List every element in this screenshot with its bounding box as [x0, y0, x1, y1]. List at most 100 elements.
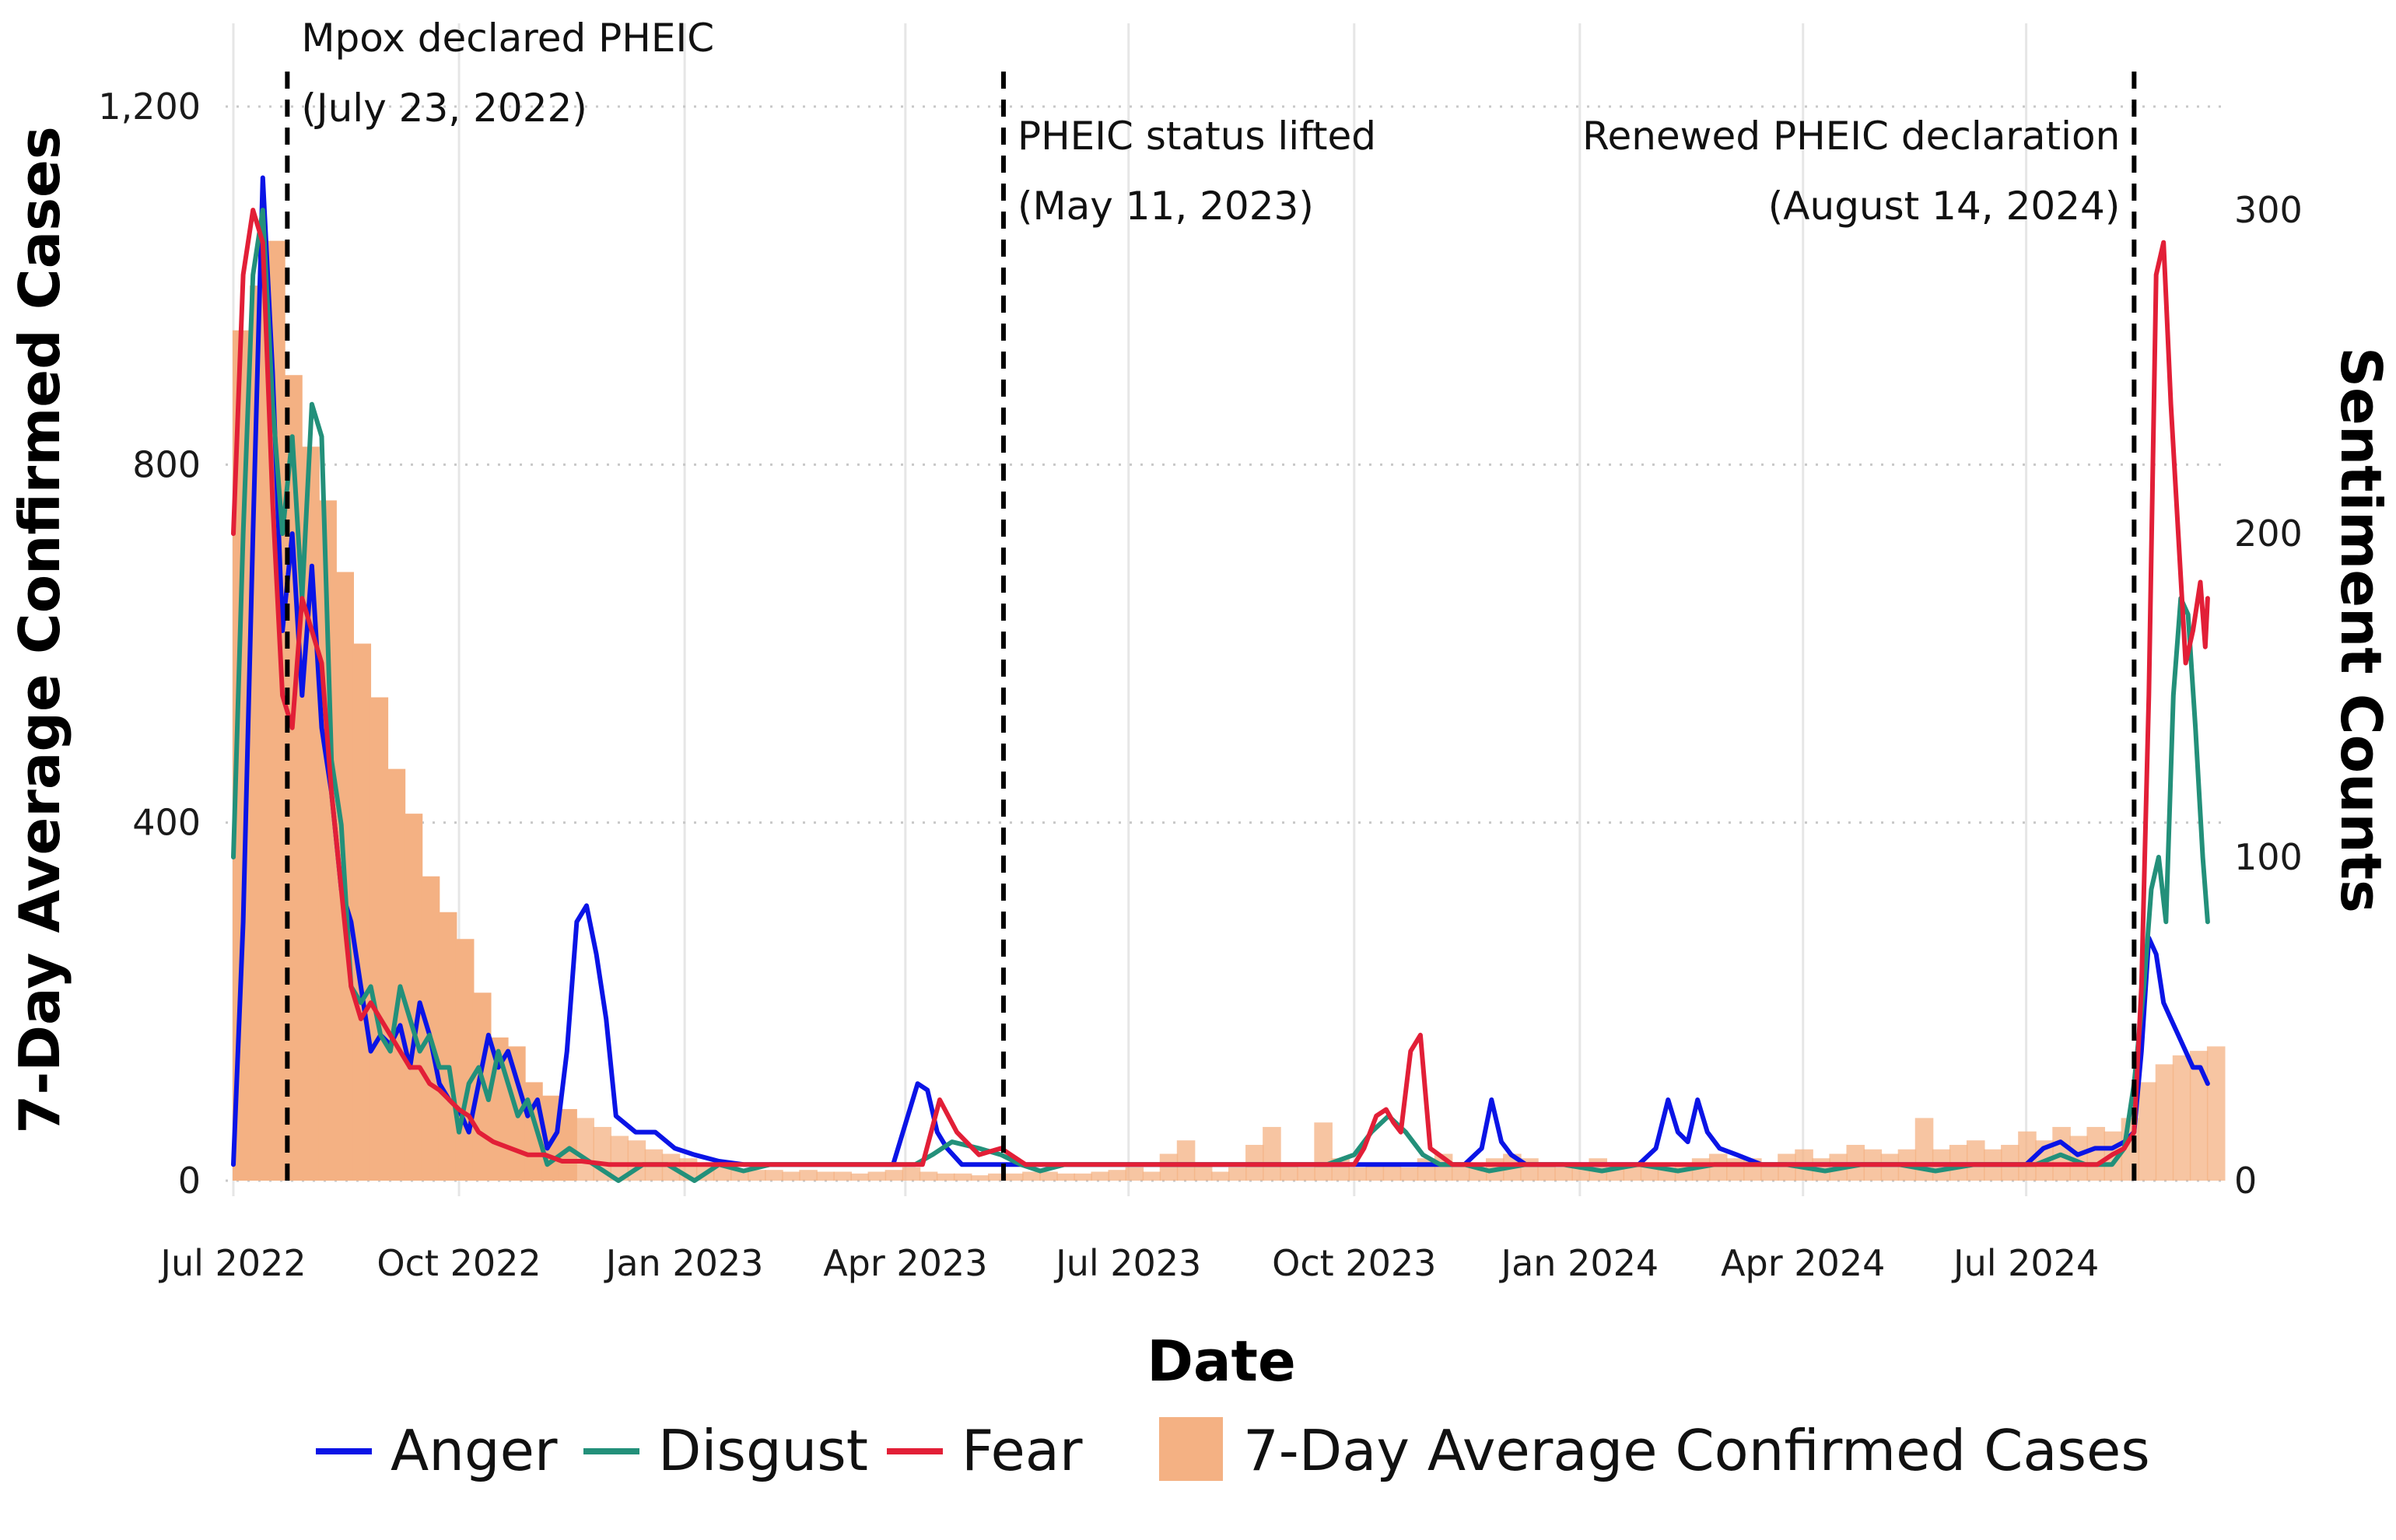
case-bars	[233, 240, 2226, 1181]
y-axis-title: 7-Day Average Confirmed Cases	[7, 126, 72, 1133]
x-tick-label: Jul 2022	[158, 1242, 306, 1284]
case-bar	[765, 1170, 783, 1181]
case-bar	[250, 285, 268, 1181]
case-bar	[953, 1173, 972, 1181]
event-annotation: Renewed PHEIC declaration	[1582, 114, 2120, 159]
case-bar	[1778, 1153, 1796, 1181]
x-tick-label: Apr 2024	[1721, 1242, 1885, 1284]
x-tick-label: Apr 2023	[823, 1242, 987, 1284]
case-bar	[2086, 1126, 2106, 1181]
case-bar	[1005, 1173, 1024, 1181]
x-tick-label: Jan 2023	[604, 1242, 764, 1284]
case-bar	[748, 1170, 766, 1181]
axes: Jul 2022 Oct 2022 Jan 2023 Apr 2023 Jul 2023…	[98, 86, 2303, 1284]
y2-axis-title: Sentiment Counts	[2328, 347, 2394, 913]
legend-label: Anger	[391, 1418, 558, 1483]
case-bar	[1399, 1167, 1419, 1181]
case-bar	[1382, 1164, 1402, 1181]
event-markers: Mpox declared PHEIC (July 23, 2022) PHEIC …	[285, 16, 2137, 1181]
case-bar	[1297, 1167, 1315, 1181]
case-bar	[1966, 1140, 1985, 1181]
case-bar	[833, 1171, 852, 1181]
case-bar	[919, 1171, 938, 1181]
case-bar	[1451, 1162, 1470, 1181]
case-bar	[1142, 1171, 1161, 1181]
case-bar	[850, 1173, 870, 1181]
case-bar	[902, 1167, 921, 1181]
y2-tick-label: 300	[2234, 189, 2303, 231]
legend: Anger Disgust Fear 7-Day Average Confirmed …	[316, 1417, 2150, 1483]
legend-label: 7-Day Average Confirmed Cases	[1243, 1418, 2150, 1483]
x-tick-label: Jul 2023	[1053, 1242, 1201, 1284]
event-annotation: PHEIC status lifted	[1018, 114, 1376, 159]
case-bar	[1091, 1171, 1110, 1181]
case-bar	[233, 330, 251, 1181]
x-tick-label: Oct 2023	[1272, 1242, 1436, 1284]
legend-label: Disgust	[658, 1418, 868, 1483]
case-bar	[2155, 1064, 2174, 1181]
case-bar	[1228, 1167, 1247, 1181]
case-bar	[421, 876, 440, 1181]
case-bar	[1726, 1158, 1745, 1181]
case-bar	[1314, 1122, 1333, 1181]
case-bar	[1365, 1162, 1385, 1181]
series-line-anger	[231, 175, 2210, 1167]
event-annotation: (August 14, 2024)	[1768, 184, 2121, 229]
case-bar	[713, 1167, 732, 1181]
y-tick-label: 400	[132, 802, 201, 844]
event-annotation: (July 23, 2022)	[301, 86, 587, 131]
case-bar	[867, 1171, 887, 1181]
case-bar	[2172, 1055, 2191, 1181]
case-bar	[438, 912, 457, 1181]
case-bar	[352, 643, 372, 1181]
case-bar	[1537, 1162, 1556, 1181]
y-tick-label: 1,200	[98, 86, 201, 128]
case-bar	[576, 1118, 594, 1181]
case-bar	[559, 1108, 577, 1181]
legend-swatch-cases	[1159, 1417, 1223, 1481]
case-bar	[1708, 1153, 1728, 1181]
case-bar	[884, 1170, 904, 1181]
x-axis-title: Date	[1147, 1328, 1296, 1394]
case-bar	[1554, 1167, 1573, 1181]
y2-tick-label: 200	[2234, 513, 2303, 555]
case-bar	[404, 814, 423, 1181]
case-bar	[2189, 1051, 2209, 1181]
y2-tick-label: 100	[2234, 836, 2303, 878]
case-bar	[1640, 1167, 1659, 1181]
case-bar	[1760, 1162, 1779, 1181]
case-bar	[387, 768, 406, 1181]
case-bar	[1159, 1153, 1179, 1181]
event-annotation: Mpox declared PHEIC	[301, 16, 714, 61]
gridlines	[226, 23, 2225, 1196]
case-bar	[799, 1170, 818, 1181]
case-bar	[1074, 1173, 1092, 1181]
case-bar	[988, 1173, 1007, 1181]
case-bar	[970, 1175, 990, 1181]
case-bar	[1880, 1153, 1900, 1181]
case-bar	[2069, 1136, 2088, 1181]
case-bar	[524, 1082, 543, 1181]
case-bar	[1056, 1173, 1075, 1181]
case-bar	[2206, 1046, 2226, 1181]
case-bar	[1348, 1167, 1368, 1181]
case-bar	[816, 1171, 835, 1181]
case-bar	[2138, 1082, 2157, 1181]
series-line-disgust	[231, 208, 2210, 1183]
case-bar	[782, 1171, 800, 1181]
case-bar	[610, 1136, 629, 1181]
x-tick-label: Oct 2022	[377, 1242, 541, 1284]
case-bar	[1022, 1171, 1041, 1181]
case-bar	[1108, 1170, 1127, 1181]
case-bar	[1176, 1140, 1196, 1181]
case-bar	[455, 939, 475, 1181]
case-bar	[1125, 1167, 1144, 1181]
x-tick-label: Jul 2024	[1951, 1242, 2099, 1284]
case-bar	[370, 697, 389, 1181]
case-bar	[936, 1173, 955, 1181]
x-tick-label: Jan 2024	[1499, 1242, 1659, 1284]
legend-label: Fear	[962, 1418, 1083, 1483]
sentiment-lines	[231, 175, 2210, 1183]
case-bar	[1039, 1171, 1058, 1181]
